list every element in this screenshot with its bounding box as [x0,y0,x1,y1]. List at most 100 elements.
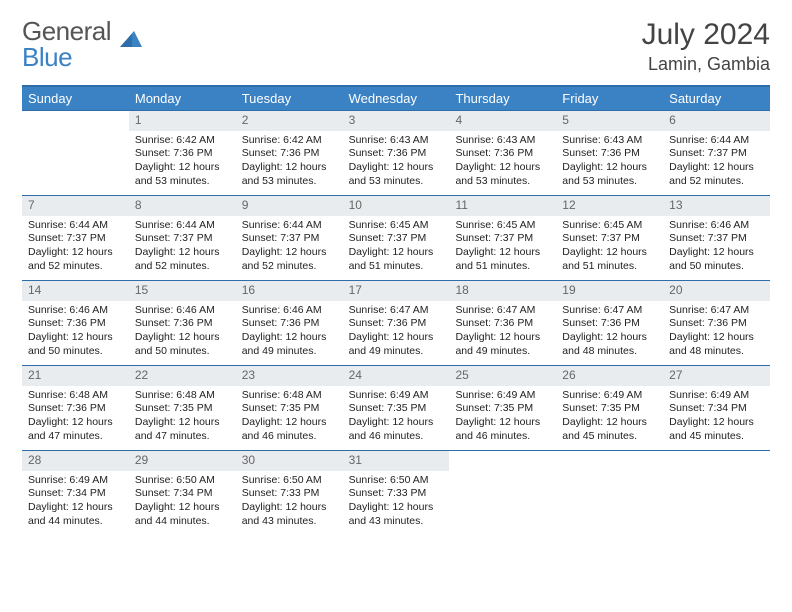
day-body: Sunrise: 6:47 AMSunset: 7:36 PMDaylight:… [449,301,556,365]
day-body: Sunrise: 6:47 AMSunset: 7:36 PMDaylight:… [343,301,450,365]
day-body: Sunrise: 6:44 AMSunset: 7:37 PMDaylight:… [22,216,129,280]
day-cell-empty: . [556,451,663,535]
day-number: 9 [236,196,343,216]
sunrise-line: Sunrise: 6:43 AM [455,134,550,148]
daylight-line: Daylight: 12 hours and 53 minutes. [242,161,337,188]
day-cell-11: 11Sunrise: 6:45 AMSunset: 7:37 PMDayligh… [449,196,556,280]
logo: General Blue [22,18,142,70]
sunrise-line: Sunrise: 6:49 AM [455,389,550,403]
sunset-line: Sunset: 7:34 PM [669,402,764,416]
daylight-line: Daylight: 12 hours and 51 minutes. [562,246,657,273]
day-cell-13: 13Sunrise: 6:46 AMSunset: 7:37 PMDayligh… [663,196,770,280]
day-number: 29 [129,451,236,471]
daylight-line: Daylight: 12 hours and 51 minutes. [349,246,444,273]
day-number: 17 [343,281,450,301]
day-body: Sunrise: 6:48 AMSunset: 7:35 PMDaylight:… [236,386,343,450]
daylight-line: Daylight: 12 hours and 45 minutes. [669,416,764,443]
sunrise-line: Sunrise: 6:48 AM [28,389,123,403]
sunset-line: Sunset: 7:37 PM [455,232,550,246]
day-body: Sunrise: 6:50 AMSunset: 7:33 PMDaylight:… [236,471,343,535]
day-cell-6: 6Sunrise: 6:44 AMSunset: 7:37 PMDaylight… [663,111,770,195]
weekday-tuesday: Tuesday [236,87,343,110]
day-body: Sunrise: 6:50 AMSunset: 7:34 PMDaylight:… [129,471,236,535]
sunrise-line: Sunrise: 6:45 AM [455,219,550,233]
day-body: Sunrise: 6:45 AMSunset: 7:37 PMDaylight:… [449,216,556,280]
weekday-sunday: Sunday [22,87,129,110]
weekday-thursday: Thursday [449,87,556,110]
daylight-line: Daylight: 12 hours and 53 minutes. [349,161,444,188]
sunrise-line: Sunrise: 6:45 AM [562,219,657,233]
day-cell-31: 31Sunrise: 6:50 AMSunset: 7:33 PMDayligh… [343,451,450,535]
day-number: 26 [556,366,663,386]
day-number: 16 [236,281,343,301]
day-cell-7: 7Sunrise: 6:44 AMSunset: 7:37 PMDaylight… [22,196,129,280]
day-number: 28 [22,451,129,471]
sunset-line: Sunset: 7:36 PM [349,147,444,161]
daylight-line: Daylight: 12 hours and 47 minutes. [135,416,230,443]
day-number: 31 [343,451,450,471]
sunset-line: Sunset: 7:36 PM [242,147,337,161]
sunset-line: Sunset: 7:36 PM [135,317,230,331]
calendar-week: 14Sunrise: 6:46 AMSunset: 7:36 PMDayligh… [22,280,770,365]
day-cell-2: 2 Sunrise: 6:42 AMSunset: 7:36 PMDaylight… [236,111,343,195]
day-body: Sunrise: 6:45 AMSunset: 7:37 PMDaylight:… [343,216,450,280]
sunset-line: Sunset: 7:35 PM [242,402,337,416]
sunset-line: Sunset: 7:36 PM [135,147,230,161]
day-body: Sunrise: 6:44 AMSunset: 7:37 PMDaylight:… [236,216,343,280]
sunset-line: Sunset: 7:36 PM [562,147,657,161]
sunrise-line: Sunrise: 6:42 AM [242,134,337,148]
day-cell-18: 18Sunrise: 6:47 AMSunset: 7:36 PMDayligh… [449,281,556,365]
day-number: 19 [556,281,663,301]
sunset-line: Sunset: 7:35 PM [562,402,657,416]
sunset-line: Sunset: 7:34 PM [135,487,230,501]
day-cell-23: 23Sunrise: 6:48 AMSunset: 7:35 PMDayligh… [236,366,343,450]
sunrise-line: Sunrise: 6:42 AM [135,134,230,148]
calendar: SundayMondayTuesdayWednesdayThursdayFrid… [22,85,770,535]
day-cell-17: 17Sunrise: 6:47 AMSunset: 7:36 PMDayligh… [343,281,450,365]
day-body: Sunrise: 6:47 AMSunset: 7:36 PMDaylight:… [663,301,770,365]
day-cell-8: 8Sunrise: 6:44 AMSunset: 7:37 PMDaylight… [129,196,236,280]
month-title: July 2024 [642,18,770,52]
day-cell-19: 19Sunrise: 6:47 AMSunset: 7:36 PMDayligh… [556,281,663,365]
weekday-header-row: SundayMondayTuesdayWednesdayThursdayFrid… [22,87,770,110]
sunset-line: Sunset: 7:37 PM [669,147,764,161]
sunrise-line: Sunrise: 6:44 AM [135,219,230,233]
daylight-line: Daylight: 12 hours and 53 minutes. [562,161,657,188]
day-body: Sunrise: 6:49 AMSunset: 7:35 PMDaylight:… [343,386,450,450]
sunset-line: Sunset: 7:36 PM [28,317,123,331]
day-cell-16: 16Sunrise: 6:46 AMSunset: 7:36 PMDayligh… [236,281,343,365]
daylight-line: Daylight: 12 hours and 46 minutes. [242,416,337,443]
day-body: Sunrise: 6:49 AMSunset: 7:34 PMDaylight:… [663,386,770,450]
sunset-line: Sunset: 7:34 PM [28,487,123,501]
day-number: 3 [343,111,450,131]
logo-text-blue: Blue [22,42,72,72]
day-cell-4: 4Sunrise: 6:43 AMSunset: 7:36 PMDaylight… [449,111,556,195]
day-body: Sunrise: 6:49 AMSunset: 7:34 PMDaylight:… [22,471,129,535]
sunrise-line: Sunrise: 6:46 AM [135,304,230,318]
day-body: Sunrise: 6:43 AMSunset: 7:36 PMDaylight:… [343,131,450,195]
day-number: 2 [236,111,343,131]
sunset-line: Sunset: 7:36 PM [28,402,123,416]
daylight-line: Daylight: 12 hours and 48 minutes. [562,331,657,358]
day-number: 11 [449,196,556,216]
sunrise-line: Sunrise: 6:44 AM [669,134,764,148]
day-cell-empty: . [449,451,556,535]
day-cell-12: 12Sunrise: 6:45 AMSunset: 7:37 PMDayligh… [556,196,663,280]
sunset-line: Sunset: 7:37 PM [28,232,123,246]
day-number: 15 [129,281,236,301]
daylight-line: Daylight: 12 hours and 52 minutes. [135,246,230,273]
daylight-line: Daylight: 12 hours and 43 minutes. [349,501,444,528]
daylight-line: Daylight: 12 hours and 53 minutes. [135,161,230,188]
sunrise-line: Sunrise: 6:46 AM [669,219,764,233]
day-body: Sunrise: 6:44 AMSunset: 7:37 PMDaylight:… [663,131,770,195]
sunset-line: Sunset: 7:33 PM [242,487,337,501]
day-cell-9: 9Sunrise: 6:44 AMSunset: 7:37 PMDaylight… [236,196,343,280]
day-cell-10: 10Sunrise: 6:45 AMSunset: 7:37 PMDayligh… [343,196,450,280]
day-number: 12 [556,196,663,216]
day-cell-1: 1Sunrise: 6:42 AMSunset: 7:36 PMDaylight… [129,111,236,195]
day-cell-empty: . [22,111,129,195]
sunset-line: Sunset: 7:33 PM [349,487,444,501]
daylight-line: Daylight: 12 hours and 50 minutes. [135,331,230,358]
day-number: 4 [449,111,556,131]
daylight-line: Daylight: 12 hours and 50 minutes. [669,246,764,273]
